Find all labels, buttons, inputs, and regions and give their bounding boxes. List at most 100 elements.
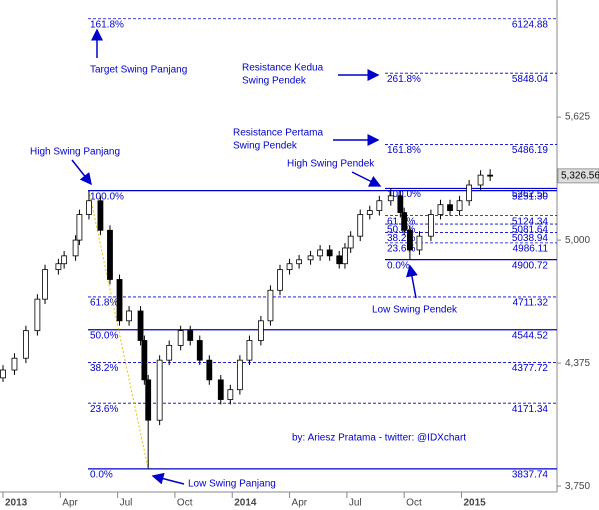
candle-body — [407, 229, 413, 251]
candle-body — [72, 239, 79, 257]
candle-body — [387, 195, 394, 202]
x-tick-label: Oct — [406, 498, 422, 509]
fib-value: 5251.30 — [512, 191, 549, 202]
candle-body — [11, 357, 18, 371]
annotation: Low Swing Panjang — [188, 479, 276, 490]
x-tick-label: 2015 — [463, 498, 486, 509]
candle-body — [401, 212, 408, 231]
x-tick-label: 2014 — [234, 498, 257, 509]
x-tick-label: 2013 — [5, 498, 28, 509]
fib-value: 4171.34 — [512, 404, 549, 415]
candle-body — [76, 214, 83, 241]
fib-value: 4986.11 — [513, 243, 549, 254]
fib-label: 161.8% — [387, 145, 421, 156]
candle-body — [416, 235, 423, 251]
arrow — [151, 472, 185, 485]
annotation: Resistance Kedua — [242, 63, 324, 74]
fib-label: 38.2% — [90, 363, 118, 374]
fib-value: 5262.56 — [512, 189, 549, 200]
fib-label: 261.8% — [387, 74, 421, 85]
candle-body — [477, 174, 484, 186]
y-tick-label: 5,625 — [565, 112, 590, 123]
fib-label: 100.0% — [387, 189, 421, 200]
fib-label: 50.0% — [90, 330, 118, 341]
fib-label: 61.8% — [90, 298, 118, 309]
candle-body — [326, 249, 333, 257]
candle-body — [296, 259, 303, 265]
annotation: Low Swing Pendek — [372, 305, 458, 316]
candle-body — [196, 340, 203, 361]
fib-value: 6124.88 — [512, 19, 549, 30]
candle-body — [437, 204, 444, 215]
candle-body — [217, 379, 224, 400]
candle-body — [366, 210, 373, 215]
candle-body — [246, 340, 253, 361]
annotation: Swing Pendek — [242, 76, 307, 87]
fib-value: 5038.94 — [512, 233, 549, 244]
candle-body — [141, 340, 148, 381]
y-tick-label: 5,000 — [565, 235, 590, 246]
annotation: Resistance Pertama — [233, 128, 323, 139]
fib-label: 23.6% — [90, 404, 118, 415]
annotation: by: Ariesz Pratama - twitter: @IDXchart — [292, 433, 466, 444]
fib-value: 5848.04 — [512, 74, 549, 85]
candle-body — [236, 359, 243, 391]
annotation: Swing Pendek — [233, 141, 298, 152]
candle-body — [42, 269, 48, 300]
arrow — [406, 264, 418, 299]
candle-body — [86, 200, 92, 215]
x-tick-label: Oct — [177, 498, 193, 509]
annotation: High Swing Panjang — [30, 147, 120, 158]
candle-body — [267, 289, 274, 322]
x-tick-label: Apr — [62, 498, 78, 509]
candle-body — [307, 255, 314, 261]
fib-label: 23.6% — [387, 243, 415, 254]
fib-label: 61.8% — [387, 216, 415, 227]
fib-value: 4900.72 — [512, 260, 549, 271]
last-price-label: 5,326.56 — [561, 170, 599, 181]
candle-body — [336, 255, 343, 265]
candle-body — [397, 195, 404, 213]
candle-body — [145, 379, 152, 421]
candle-body — [277, 269, 283, 291]
fib-value: 4711.32 — [513, 298, 549, 309]
candle-body — [286, 263, 293, 271]
candle-body — [447, 204, 453, 211]
x-tick-label: Jul — [349, 498, 362, 509]
candle-body — [206, 359, 213, 381]
last-price-box — [557, 168, 599, 184]
fib-label: 50.0% — [387, 225, 415, 236]
arrow — [71, 159, 92, 186]
candle-body — [137, 310, 144, 341]
candle-body — [166, 345, 173, 361]
fib-label: 0.0% — [90, 469, 113, 480]
candle-body — [126, 310, 132, 322]
candle-body — [376, 200, 383, 211]
candle-body — [23, 330, 29, 359]
y-tick-label: 4,375 — [565, 358, 590, 369]
candle-body — [347, 235, 354, 249]
candle-body — [55, 263, 62, 271]
x-tick-label: Apr — [292, 498, 308, 509]
y-tick-label: 3,750 — [565, 481, 590, 492]
fib-value: 4377.72 — [512, 363, 549, 374]
candle-body — [187, 330, 194, 341]
candle-body — [257, 320, 264, 341]
candle-body — [227, 389, 234, 400]
candle-body — [177, 330, 184, 346]
candle-body — [357, 214, 364, 237]
x-tick-label: Jul — [120, 498, 133, 509]
candle-body — [466, 184, 473, 202]
candle-body — [107, 229, 113, 280]
fib-label: 38.2% — [387, 233, 415, 244]
fib-value: 5486.19 — [512, 145, 549, 156]
arrows — [71, 28, 418, 485]
arrow — [351, 171, 382, 187]
candle-body — [34, 298, 41, 332]
candle-body — [456, 200, 463, 211]
fib-value: 5081.64 — [512, 225, 549, 236]
candle-body — [156, 359, 163, 421]
candle-body — [342, 247, 348, 265]
